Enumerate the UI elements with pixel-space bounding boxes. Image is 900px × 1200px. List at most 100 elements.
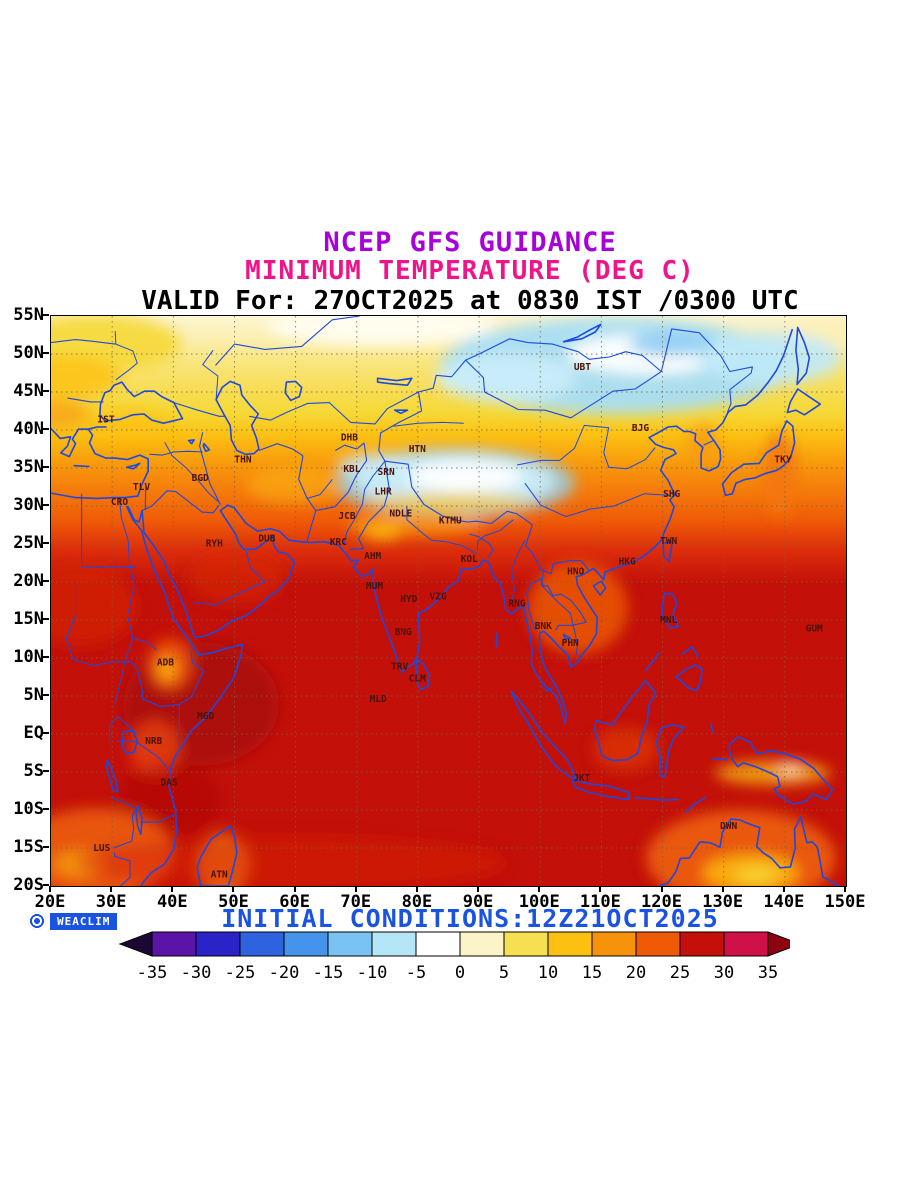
lon-tick — [49, 886, 51, 892]
city-label-srn: SRN — [378, 467, 395, 478]
colorbar-tick-5: 5 — [499, 963, 509, 982]
city-label-dhb: DHB — [341, 433, 358, 444]
lon-label-100e: 100E — [518, 892, 560, 912]
city-label-bgd: BGD — [192, 473, 209, 484]
colorbar-segment-5 — [371, 931, 417, 957]
city-label-clm: CLM — [409, 674, 426, 685]
colorbar-tick-30: 30 — [714, 963, 734, 982]
lon-tick — [354, 886, 357, 892]
lat-tick — [43, 390, 49, 392]
graticule-grid — [51, 316, 846, 886]
colorbar-segment-11 — [635, 931, 681, 957]
lat-tick — [43, 808, 49, 810]
valid-time-title: VALID For: 27OCT2025 at 0830 IST /0300 U… — [141, 286, 799, 316]
lon-label-150e: 150E — [824, 892, 866, 912]
lat-label-20n: 20N — [13, 571, 44, 591]
lat-tick — [43, 542, 49, 544]
lon-tick — [110, 886, 113, 892]
lon-label-50e: 50E — [218, 892, 249, 912]
lon-tick — [171, 886, 174, 892]
lat-tick — [43, 846, 49, 848]
city-label-ktmu: KTMU — [439, 516, 462, 527]
lon-label-70e: 70E — [340, 892, 372, 912]
lon-label-80e: 80E — [401, 892, 433, 912]
colorbar-segment-0 — [151, 931, 197, 957]
lat-label-10s: 10S — [13, 799, 44, 819]
city-label-bnk: BNK — [535, 621, 552, 632]
lon-label-60e: 60E — [279, 892, 310, 912]
city-label-kbl: KBL — [343, 464, 360, 475]
colorbar-tick--15: -15 — [313, 963, 344, 982]
colorbar-arrow-right — [767, 931, 790, 957]
colorbar-segment-4 — [327, 931, 373, 957]
lat-label-45n: 45N — [13, 381, 44, 401]
lat-label-40n: 40N — [13, 419, 44, 439]
colorbar-tick--25: -25 — [225, 963, 256, 982]
lon-tick — [844, 886, 846, 892]
lat-tick — [43, 694, 49, 696]
lat-label-20s: 20S — [13, 875, 44, 895]
lat-tick — [43, 352, 49, 354]
lat-tick — [43, 656, 49, 658]
colorbar-tick-25: 25 — [670, 963, 690, 982]
city-label-tky: TKY — [774, 455, 791, 466]
colorbar-segment-6 — [415, 931, 461, 957]
lat-label-10n: 10N — [13, 647, 44, 667]
city-label-ndle: NDLE — [389, 509, 412, 520]
initial-conditions-text: INITIAL CONDITIONS:12Z21OCT2025 — [221, 904, 719, 933]
city-label-ahm: AHM — [364, 551, 381, 562]
colorbar-segment-3 — [283, 931, 329, 957]
lat-label-eq: EQ — [23, 723, 44, 743]
lon-tick — [477, 886, 480, 892]
city-label-nrb: NRB — [145, 736, 162, 747]
lon-tick — [660, 886, 663, 892]
colorbar-segment-10 — [591, 931, 637, 957]
city-label-hyd: HYD — [400, 594, 417, 605]
lat-tick — [43, 314, 49, 316]
lon-tick — [415, 886, 418, 892]
colorbar-arrow-left — [118, 931, 153, 957]
colorbar-segment-2 — [239, 931, 285, 957]
colorbar-tick-35: 35 — [758, 963, 778, 982]
weaclim-logo: WEACLIM — [28, 912, 118, 930]
lat-label-25n: 25N — [13, 533, 44, 553]
city-label-thn: THN — [234, 455, 251, 466]
city-label-lus: LUS — [93, 843, 110, 854]
city-label-atn: ATN — [211, 870, 228, 881]
lat-label-30n: 30N — [13, 495, 44, 515]
lat-tick — [43, 770, 49, 772]
city-label-hno: HNO — [567, 566, 584, 577]
city-label-trv: TRV — [391, 661, 408, 672]
colorbar-tick-20: 20 — [626, 963, 646, 982]
lon-label-110e: 110E — [579, 892, 621, 912]
colorbar-tick--5: -5 — [406, 963, 426, 982]
city-label-dwn: DWN — [720, 821, 737, 832]
city-label-ist: IST — [97, 414, 114, 425]
lat-label-50n: 50N — [13, 343, 44, 363]
city-label-twn: TWN — [660, 536, 677, 547]
station-labels: IST TLV CRO BGD THN DHB KBL SRN LHR HTN UBT BJG TKY S… — [93, 362, 823, 881]
product-title: NCEP GFS GUIDANCE — [323, 227, 617, 258]
city-label-cro: CRO — [111, 497, 128, 508]
city-label-das: DAS — [160, 778, 177, 789]
city-label-hkg: HKG — [619, 557, 636, 568]
city-label-jkt: JKT — [573, 773, 590, 784]
lat-tick — [43, 732, 49, 734]
lon-tick — [782, 886, 785, 892]
weaclim-logo-icon — [28, 912, 46, 930]
lon-tick — [232, 886, 235, 892]
lat-tick — [43, 618, 49, 620]
colorbar-segment-12 — [679, 931, 725, 957]
city-label-phn: PHN — [562, 638, 579, 649]
coastlines-and-borders — [51, 316, 840, 886]
city-label-jcb: JCB — [338, 511, 355, 522]
lon-label-90e: 90E — [462, 892, 494, 912]
city-label-bng: BNG — [395, 627, 412, 638]
lon-label-20e: 20E — [34, 892, 66, 912]
lon-label-30e: 30E — [95, 892, 127, 912]
city-label-ubt: UBT — [574, 362, 591, 373]
city-label-dub: DUB — [258, 534, 275, 545]
lon-label-130e: 130E — [702, 892, 744, 912]
lat-tick — [43, 580, 49, 582]
city-label-htn: HTN — [409, 444, 426, 455]
